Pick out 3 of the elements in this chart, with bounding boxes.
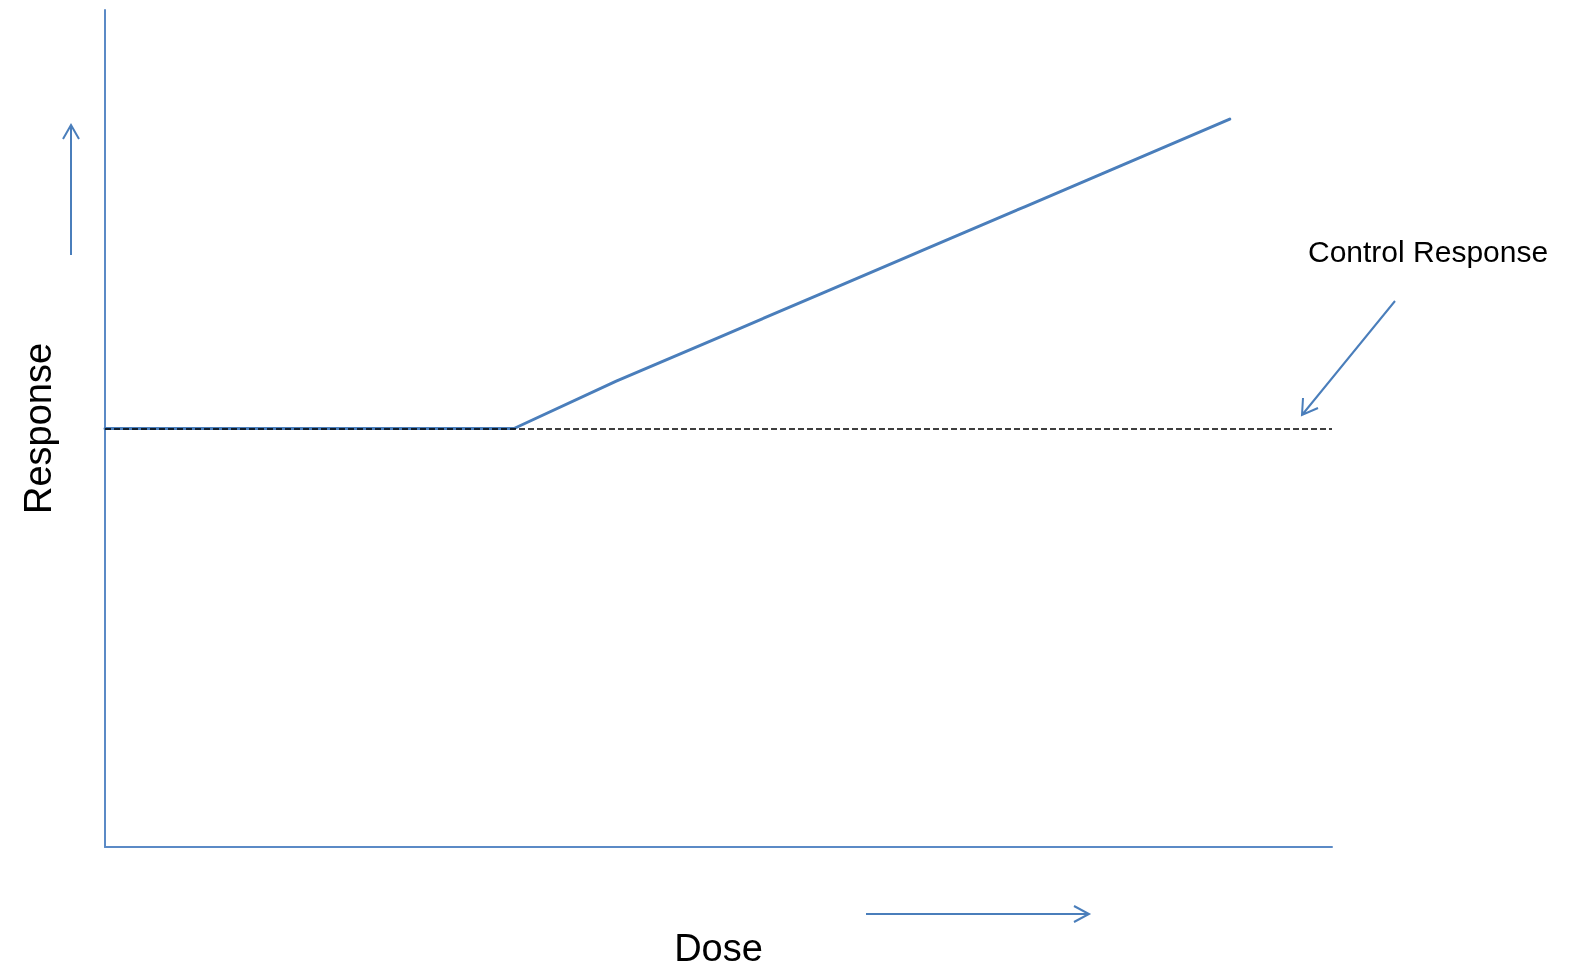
y-axis-title: Response <box>17 342 59 515</box>
ref-line-label: Control Response <box>1308 234 1549 268</box>
x-axis-title: Dose <box>674 927 763 969</box>
